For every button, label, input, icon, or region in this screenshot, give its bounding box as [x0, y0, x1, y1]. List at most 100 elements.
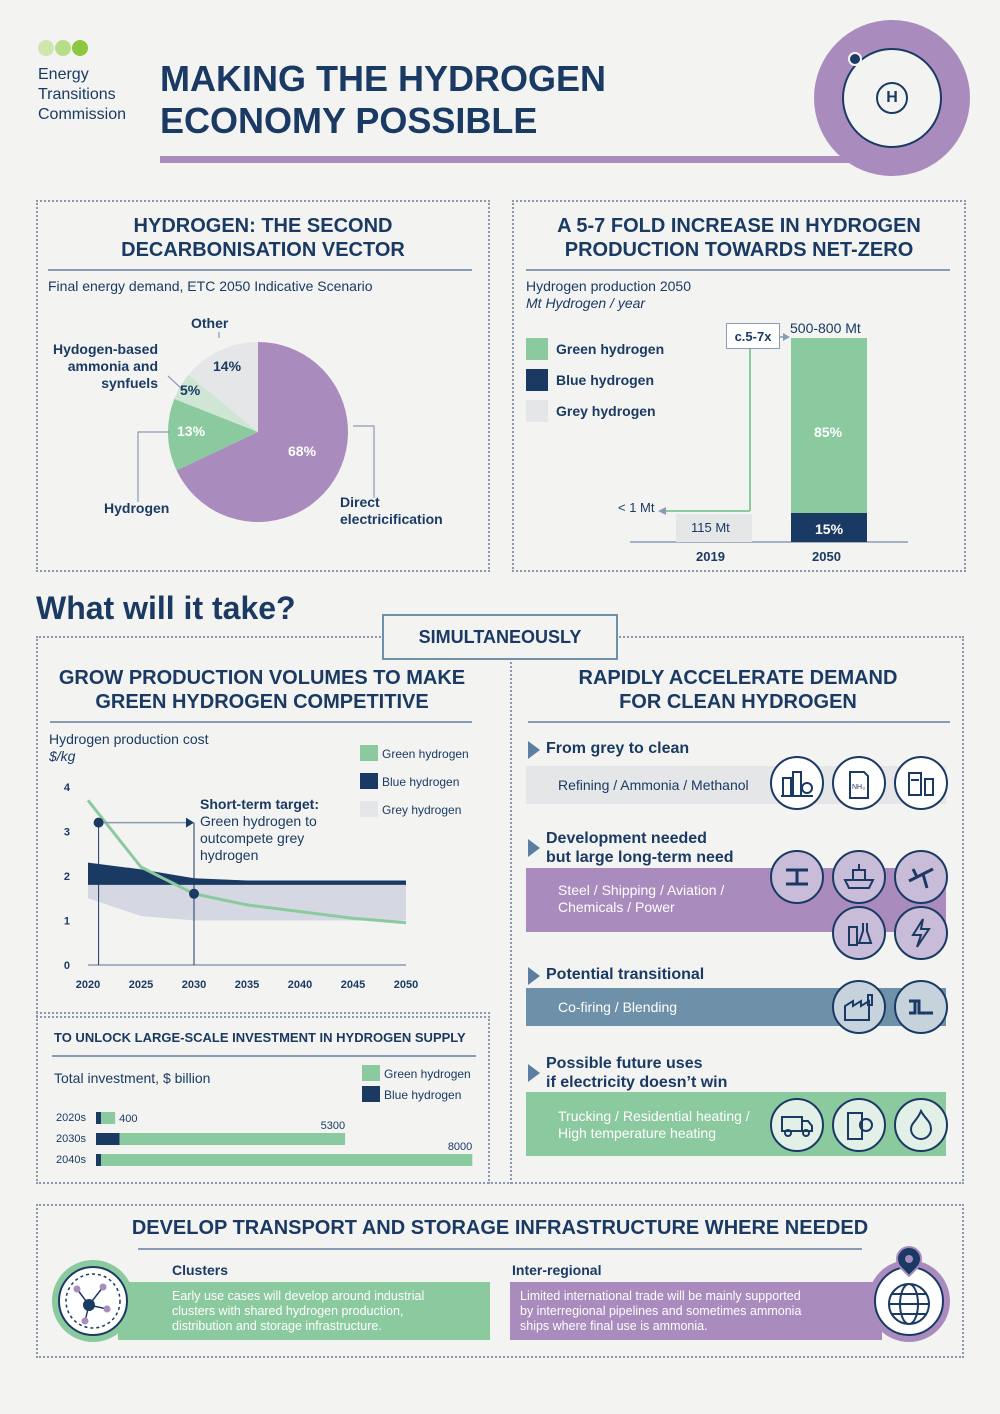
pie-slice-other — [188, 342, 258, 432]
investment-bar-chart: 2020s 400 2030s 5300 2040s 8000 — [56, 1112, 473, 1166]
chemicals-icon — [832, 906, 886, 960]
pie-label-other: Other — [191, 315, 229, 331]
label-blue-15: 15% — [815, 521, 844, 537]
etc-logo: Energy Transitions Commission — [38, 38, 168, 128]
group4-heading-l2: if electricity doesn’t win — [546, 1074, 728, 1091]
panel3-unit: $/kg — [49, 748, 76, 764]
grey-hydrogen-band — [88, 884, 406, 921]
section-heading: What will it take? — [36, 590, 296, 626]
clusters-text: Early use cases will develop around indu… — [172, 1289, 424, 1334]
label-green-85: 85% — [814, 424, 843, 440]
target-cross-marker — [189, 888, 199, 899]
cost-legend-grey — [360, 801, 378, 817]
hydrogen-hero-icon: H — [814, 20, 970, 176]
cost-annotation-l2: outcompete grey — [200, 830, 305, 846]
group4-heading-l1: Possible future uses — [546, 1055, 703, 1072]
inv-total-label: 5300 — [321, 1120, 345, 1132]
group1-arrow — [528, 741, 540, 759]
cost-ytick: 4 — [64, 782, 71, 794]
pie-pct-other: 14% — [213, 358, 242, 374]
pie-label-ammonia-l2: ammonia and — [67, 358, 158, 374]
cost-xtick: 2050 — [394, 979, 418, 991]
panel1-rule — [48, 269, 472, 271]
globe-lines — [888, 1283, 930, 1325]
panel5-rule — [528, 721, 950, 723]
residential-building-icon — [832, 1098, 886, 1152]
legend-green-label: Green hydrogen — [556, 341, 665, 357]
inv-category-label: 2040s — [56, 1154, 86, 1166]
inter-regional-band — [510, 1282, 882, 1340]
target-start-marker — [93, 817, 104, 828]
legend-blue-label: Blue hydrogen — [556, 372, 655, 388]
panel1-title-line2: DECARBONISATION VECTOR — [121, 239, 405, 261]
panel4-rule — [52, 1055, 476, 1057]
network-nodes — [65, 1273, 121, 1329]
inv-legend-green-label: Green hydrogen — [384, 1067, 471, 1081]
panel-infrastructure: DEVELOP TRANSPORT AND STORAGE INFRASTRUC… — [36, 1204, 964, 1358]
network-cluster-icon — [52, 1260, 134, 1342]
xlabel-2050: 2050 — [812, 549, 841, 564]
cost-xtick: 2020 — [76, 979, 100, 991]
legend-grey-label: Grey hydrogen — [556, 403, 656, 419]
pie-label-ammonia: Hydogen-based ammonia and synfuels — [42, 341, 158, 392]
xlabel-2019: 2019 — [696, 549, 725, 564]
panel-grow-production: GROW PRODUCTION VOLUMES TO MAKE GREEN HY… — [36, 662, 490, 1014]
cost-xtick: 2025 — [129, 979, 153, 991]
target-arrow-head — [186, 817, 194, 828]
group4-heading: Possible future uses if electricity does… — [546, 1054, 727, 1092]
panel3-ylabel: Hydrogen production cost — [49, 731, 209, 747]
panel2-title-line1: A 5-7 FOLD INCREASE IN HYDROGEN — [557, 215, 921, 237]
blue-hydrogen-band — [88, 862, 406, 885]
inv-legend-green — [362, 1065, 380, 1081]
page-title-line1: MAKING THE HYDROGEN — [160, 58, 607, 99]
group2-text: Steel / Shipping / Aviation / Chemicals … — [558, 882, 724, 916]
production-bar-chart — [630, 333, 908, 543]
logo-dot-3 — [72, 40, 88, 56]
fuel-pump-icon — [894, 756, 948, 810]
cost-ytick: 1 — [64, 916, 70, 928]
panel4-title: TO UNLOCK LARGE-SCALE INVESTMENT IN HYDR… — [54, 1030, 466, 1045]
clusters-text-l2: clusters with shared hydrogen production… — [172, 1304, 404, 1318]
legend-blue-swatch — [526, 369, 548, 391]
cost-ytick: 0 — [64, 960, 70, 972]
inter-regional-text: Limited international trade will be main… — [520, 1289, 801, 1334]
pie-label-direct-l2: electricification — [340, 511, 443, 527]
group2-text-l1: Steel / Shipping / Aviation / — [558, 882, 725, 898]
bar-2050-blue — [791, 513, 867, 542]
ship-icon — [832, 850, 886, 904]
pie-pct-ammonia: 5% — [180, 382, 201, 398]
cost-legend-blue-label: Blue hydrogen — [382, 775, 460, 789]
multiplier-box: c.5-7x — [726, 323, 780, 349]
group3-text: Co-firing / Blending — [558, 999, 678, 1015]
panel2-unit: Mt Hydrogen / year — [526, 295, 646, 311]
logo-dot-1 — [38, 40, 54, 56]
cost-annotation-title: Short-term target: — [200, 796, 320, 812]
label-less-1mt: < 1 Mt — [618, 500, 655, 515]
pie-pct-direct: 68% — [288, 443, 317, 459]
panel3-rule — [50, 721, 472, 723]
group4-arrow — [528, 1064, 540, 1082]
pipe-blending-icon — [894, 980, 948, 1034]
bar-2050-green — [791, 338, 867, 513]
panel1-subtitle: Final energy demand, ETC 2050 Indicative… — [48, 278, 373, 294]
inter-regional-title: Inter-regional — [512, 1262, 602, 1278]
panel1-title-line1: HYDROGEN: THE SECOND — [133, 215, 393, 237]
inv-total-label: 8000 — [448, 1141, 472, 1153]
flame-icon — [894, 1098, 948, 1152]
hero-h-ring: H — [876, 82, 908, 114]
group2-text-l2: Chemicals / Power — [558, 899, 675, 915]
panel6-title: DEVELOP TRANSPORT AND STORAGE INFRASTRUC… — [131, 1217, 869, 1239]
inv-bar-green — [119, 1133, 346, 1145]
clusters-band — [118, 1282, 490, 1340]
airplane-icon — [894, 850, 948, 904]
panel3-title-line2: GREEN HYDROGEN COMPETITIVE — [95, 691, 429, 713]
pie-chart — [137, 332, 375, 522]
panel1-title: HYDROGEN: THE SECOND DECARBONISATION VEC… — [38, 214, 488, 262]
panel-decarbonisation-vector: HYDROGEN: THE SECOND DECARBONISATION VEC… — [36, 200, 490, 572]
panel2-title: A 5-7 FOLD INCREASE IN HYDROGEN PRODUCTI… — [514, 214, 964, 262]
org-name-line3: Commission — [38, 106, 127, 123]
cost-xtick: 2045 — [341, 979, 365, 991]
group4-text: Trucking / Residential heating / High te… — [558, 1108, 750, 1142]
inter-text-l3: ships where final use is ammonia. — [520, 1319, 708, 1333]
panel2-subtitle: Hydrogen production 2050 — [526, 278, 692, 294]
